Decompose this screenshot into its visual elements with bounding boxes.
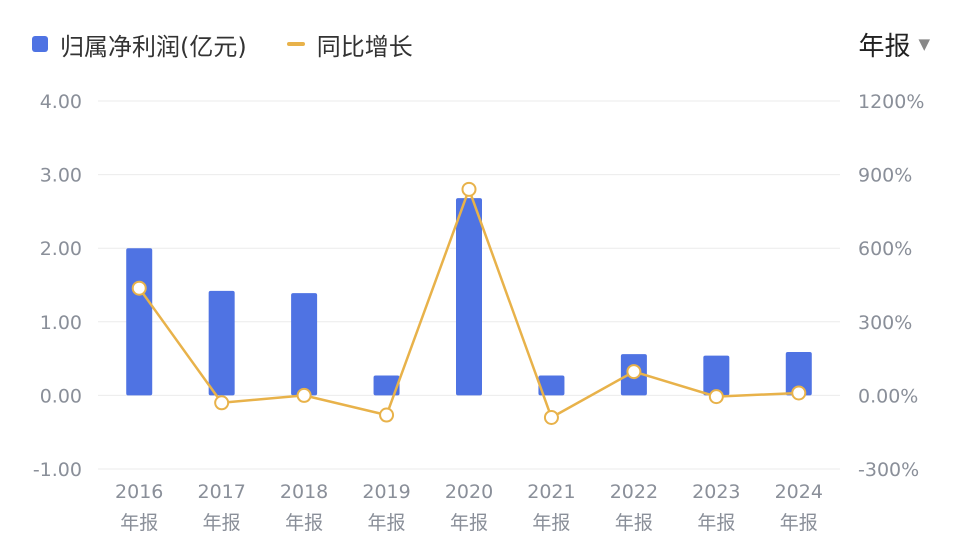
period-selector[interactable]: 年报 ▼ bbox=[858, 26, 930, 62]
bar-net-profit bbox=[785, 351, 812, 396]
point-yoy-growth bbox=[626, 364, 642, 380]
x-tick-label-year: 2016 bbox=[115, 481, 163, 503]
x-tick-label-period: 年报 bbox=[697, 512, 735, 534]
x-tick-label-year: 2017 bbox=[197, 481, 245, 503]
y-right-tick-label: -300% bbox=[858, 459, 919, 481]
x-tick-label-period: 年报 bbox=[285, 512, 323, 534]
point-yoy-growth bbox=[379, 407, 395, 423]
point-yoy-growth bbox=[791, 385, 807, 401]
point-yoy-growth bbox=[214, 395, 230, 411]
y-left-tick-label: 1.00 bbox=[40, 312, 82, 334]
x-tick-label-year: 2022 bbox=[610, 481, 658, 503]
period-selector-label: 年报 bbox=[858, 31, 911, 62]
x-tick-label-period: 年报 bbox=[532, 512, 570, 534]
x-tick-label-year: 2018 bbox=[280, 481, 328, 503]
point-yoy-growth bbox=[543, 409, 559, 425]
bar-net-profit bbox=[456, 198, 482, 396]
x-tick-label-period: 年报 bbox=[368, 512, 406, 534]
y-left-tick-label: 4.00 bbox=[40, 91, 82, 113]
bar-net-profit bbox=[126, 248, 153, 396]
legend-item-net-profit[interactable]: 归属净利润(亿元) bbox=[32, 27, 247, 62]
y-left-tick-label: 3.00 bbox=[40, 165, 82, 187]
x-tick-label-period: 年报 bbox=[615, 512, 653, 534]
x-tick-label-year: 2019 bbox=[362, 481, 410, 503]
bar-series-swatch bbox=[32, 36, 48, 52]
bar-net-profit bbox=[703, 355, 730, 396]
line-series-swatch bbox=[286, 42, 305, 46]
y-left-tick-label: -1.00 bbox=[33, 459, 82, 481]
x-tick-label-period: 年报 bbox=[203, 512, 241, 534]
bar-net-profit bbox=[373, 375, 400, 396]
bar-net-profit bbox=[291, 293, 318, 396]
x-tick-label-period: 年报 bbox=[120, 512, 158, 534]
caret-down-icon: ▼ bbox=[918, 35, 930, 53]
y-left-tick-label: 2.00 bbox=[40, 238, 82, 260]
y-right-tick-label: 900% bbox=[858, 165, 912, 187]
legend-label-net-profit: 归属净利润(亿元) bbox=[60, 32, 247, 61]
legend-item-yoy-growth[interactable]: 同比增长 bbox=[286, 27, 413, 62]
legend-label-yoy-growth: 同比增长 bbox=[316, 32, 413, 61]
bar-net-profit bbox=[538, 375, 565, 396]
point-yoy-growth bbox=[296, 387, 312, 403]
x-tick-label-period: 年报 bbox=[780, 512, 818, 534]
chart-legend: 归属净利润(亿元) 同比增长 bbox=[32, 26, 413, 62]
point-yoy-growth bbox=[461, 181, 477, 197]
point-yoy-growth bbox=[131, 280, 147, 296]
x-tick-label-year: 2021 bbox=[527, 481, 575, 503]
x-tick-label-period: 年报 bbox=[450, 512, 488, 534]
y-right-tick-label: 0.00% bbox=[858, 385, 918, 407]
y-right-tick-label: 300% bbox=[858, 312, 912, 334]
bar-net-profit bbox=[208, 290, 235, 396]
y-right-tick-label: 1200% bbox=[858, 91, 924, 113]
x-tick-label-year: 2024 bbox=[775, 481, 823, 503]
y-left-tick-label: 0.00 bbox=[40, 385, 82, 407]
x-tick-label-year: 2023 bbox=[692, 481, 740, 503]
point-yoy-growth bbox=[708, 389, 724, 405]
x-tick-label-year: 2020 bbox=[445, 481, 493, 503]
y-right-tick-label: 600% bbox=[858, 238, 912, 260]
